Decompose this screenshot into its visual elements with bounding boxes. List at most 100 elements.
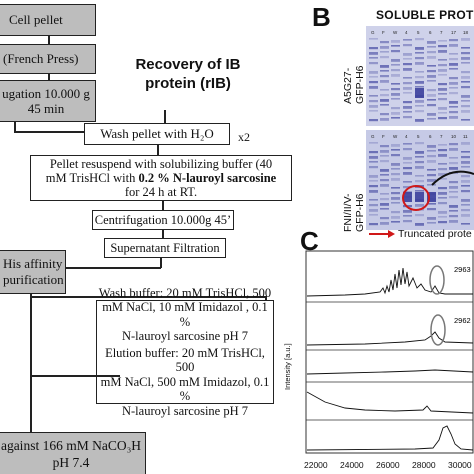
gel-band	[369, 95, 378, 97]
gel-band	[449, 92, 458, 95]
gel-band	[461, 38, 470, 41]
arrow-5	[162, 230, 164, 239]
gel-band	[391, 173, 400, 176]
gel-band	[380, 46, 389, 49]
gel-band	[461, 105, 470, 108]
gel-band	[427, 203, 436, 205]
lane-label: 6	[429, 30, 432, 35]
gel-band	[461, 190, 470, 193]
gel-band	[369, 180, 378, 182]
gel-band	[391, 74, 400, 77]
gel-band	[449, 63, 458, 66]
lane-label: G	[371, 134, 375, 139]
french-press-label: (French Press)	[3, 51, 79, 66]
resuspend-line3: for 24 h at RT.	[124, 185, 198, 199]
gel-band	[427, 217, 436, 220]
gel-band	[461, 151, 470, 153]
gel-band	[427, 208, 436, 211]
gel-band	[461, 110, 470, 113]
gel-band	[415, 190, 424, 192]
lane-label: 7	[440, 134, 443, 139]
gel-band	[415, 142, 424, 145]
gel-band	[403, 220, 412, 223]
gel-band	[380, 160, 389, 163]
gel-band	[461, 199, 470, 202]
gel-band	[369, 166, 378, 169]
buffers-box: Wash buffer: 20 mM TrisHCl, 500 mM NaCl,…	[96, 286, 274, 418]
arrow-1	[48, 36, 50, 46]
gel-band	[427, 169, 436, 171]
gel-band	[391, 187, 400, 189]
lane-label: 6	[429, 134, 432, 139]
gel-band	[391, 154, 400, 157]
gel-band	[438, 187, 447, 190]
gel-band	[380, 56, 389, 59]
gel-band	[427, 184, 436, 186]
gel-band	[461, 119, 470, 121]
gel-band	[427, 118, 436, 120]
lane-label: G	[371, 30, 375, 35]
gel-band	[427, 179, 436, 182]
gel-band	[427, 65, 436, 67]
gel-band	[438, 45, 447, 48]
gel-band	[438, 197, 447, 199]
gel-band	[438, 112, 447, 114]
peak-label-1: 2963	[454, 265, 471, 274]
peak-circle-2	[430, 314, 446, 346]
gel-band	[380, 179, 389, 182]
connector-line-e	[20, 267, 161, 269]
lane-label: W	[393, 30, 398, 35]
centrifugation-label: Centrifugation 10.000g 45’	[94, 213, 232, 227]
gel-band	[369, 76, 378, 78]
red-highlight-ellipse	[402, 185, 430, 211]
resuspend-line2-bold: 0.2 % N-lauroyl sarcosine	[138, 171, 277, 185]
x-tick-label: 30000	[448, 460, 472, 470]
gel-band	[380, 118, 389, 121]
gel-band	[461, 209, 470, 212]
gel-band	[403, 39, 412, 41]
gel-band	[427, 160, 436, 163]
gel-band	[461, 86, 470, 89]
gel-band	[380, 222, 389, 225]
gel-band	[438, 154, 447, 157]
gel-band	[369, 161, 378, 163]
gel-band	[427, 104, 436, 107]
gel-band	[438, 216, 447, 218]
gel-band	[369, 209, 378, 212]
gel-band	[449, 220, 458, 223]
gel-band	[438, 74, 447, 76]
gel-band	[369, 223, 378, 226]
his-affinity-box: His affinity purification	[0, 250, 66, 294]
gel-band	[391, 59, 400, 62]
gel-band	[461, 214, 470, 217]
connector-line-i	[30, 375, 120, 377]
gel-band	[380, 150, 389, 153]
gel-band	[391, 40, 400, 43]
gel-band	[369, 151, 378, 154]
gel-band	[391, 144, 400, 147]
gel-band	[369, 38, 378, 40]
gel-band	[391, 149, 400, 151]
elution-buffer-text: Elution buffer: 20 mM TrisHCl, 500 mM Na…	[100, 345, 270, 418]
gel-band	[415, 151, 424, 154]
gel-band	[427, 155, 436, 158]
gel-band	[449, 210, 458, 212]
gel-band	[449, 101, 458, 104]
legend-label: Truncated prote	[398, 228, 472, 240]
gel-band	[380, 70, 389, 72]
gel-band	[391, 69, 400, 72]
gel-band	[403, 186, 412, 189]
gel-band	[403, 215, 412, 217]
gel-band	[403, 162, 412, 164]
gel-band	[461, 204, 470, 206]
gel-band	[369, 175, 378, 178]
gel-band	[449, 143, 458, 146]
lane-label: 7	[440, 30, 443, 35]
gel-band	[415, 100, 424, 103]
gel-band	[380, 145, 389, 148]
gel-band	[427, 150, 436, 152]
gel-band	[438, 221, 447, 224]
gel-band	[391, 202, 400, 204]
panel-c-label: C	[300, 226, 319, 256]
gel-band	[461, 185, 470, 187]
